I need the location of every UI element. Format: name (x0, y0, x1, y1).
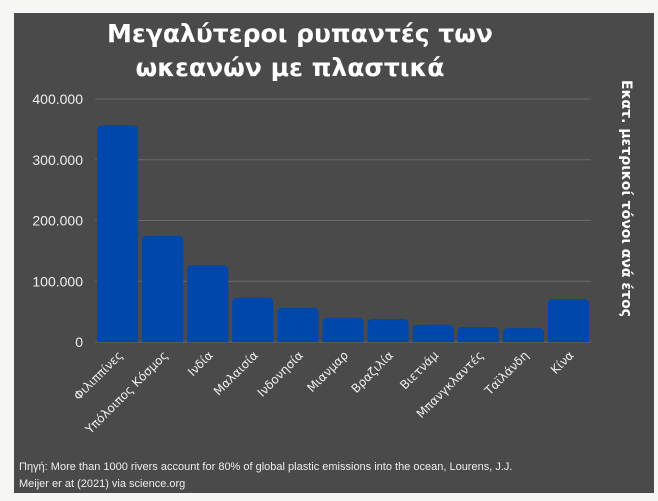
x-tick-label: Ταϊλάνδη (481, 348, 531, 398)
y-tick-label: 0 (75, 334, 83, 350)
chart-title-line2: ωκεανών με πλαστικά (136, 53, 445, 82)
chart-title-line1: Μεγαλύτεροι ρυπαντές των (107, 19, 493, 48)
x-tick-label: Ινδονησία (255, 348, 307, 400)
bar (187, 265, 229, 342)
source-line1: Πηγή: More than 1000 rivers account for … (19, 461, 512, 473)
bar (232, 297, 274, 342)
y-tick-label: 400.000 (32, 91, 83, 107)
bar (412, 324, 454, 342)
x-tick-label: Μαλαισία (211, 348, 261, 398)
x-tick-label: Ινδία (185, 348, 216, 379)
y-axis-label: Εκατ. μετρικοί τόνοι ανά έτος (618, 80, 634, 317)
x-tick-label: Βραζιλία (349, 348, 397, 396)
y-tick-label: 300.000 (32, 152, 83, 168)
x-tick-label: Κίνα (548, 348, 577, 377)
x-tick-label: Υπόλοιπος Κόσμος (82, 348, 171, 437)
bar (322, 317, 364, 342)
source-line2: Meijer er at (2021) via science.org (19, 478, 185, 490)
bar (277, 307, 319, 342)
y-tick-label: 200.000 (32, 213, 83, 229)
x-tick-label: Μιανμαρ (304, 348, 351, 395)
x-tick-label: Βιετνάμ (397, 348, 441, 392)
bar (457, 327, 499, 342)
bar (142, 235, 184, 342)
bar (547, 299, 589, 342)
bar (97, 125, 139, 343)
bar (502, 328, 544, 342)
y-tick-label: 100.000 (32, 273, 83, 289)
bar (367, 319, 409, 342)
